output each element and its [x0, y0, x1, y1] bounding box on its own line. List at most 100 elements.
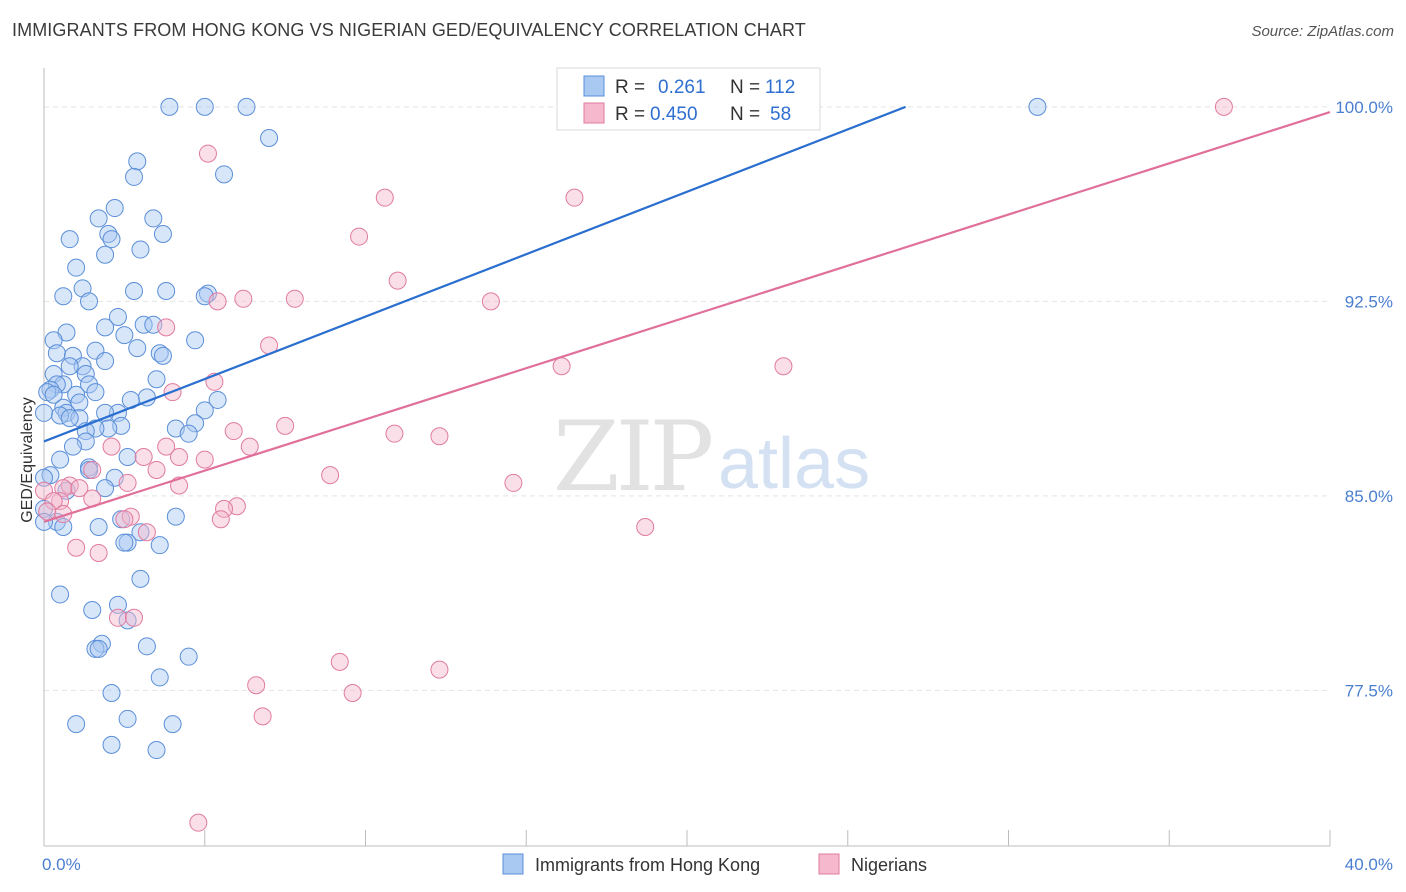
x-tick-label-left: 0.0% — [42, 855, 81, 874]
point-hong-kong — [89, 639, 108, 658]
point-hong-kong — [51, 450, 70, 469]
point-nigerians — [388, 271, 407, 290]
legend-swatch-nigerians — [818, 853, 840, 875]
point-nigerians — [102, 437, 121, 456]
point-nigerians — [565, 188, 584, 207]
point-hong-kong — [35, 468, 53, 487]
point-nigerians — [385, 424, 404, 443]
point-hong-kong — [115, 533, 134, 552]
point-hong-kong — [260, 129, 279, 148]
point-hong-kong — [134, 315, 153, 334]
point-hong-kong — [99, 419, 118, 438]
point-nigerians — [330, 652, 349, 671]
point-nigerians — [137, 523, 156, 542]
point-hong-kong — [237, 97, 256, 116]
point-nigerians — [285, 289, 304, 308]
point-hong-kong — [115, 326, 134, 345]
point-hong-kong — [41, 380, 60, 399]
legend-label-nigerians: Nigerians — [851, 855, 927, 875]
point-hong-kong — [195, 401, 214, 420]
point-nigerians — [134, 448, 153, 466]
point-hong-kong — [51, 585, 70, 604]
point-nigerians — [83, 460, 102, 479]
point-nigerians — [195, 450, 214, 469]
point-hong-kong — [147, 741, 166, 760]
point-nigerians — [321, 466, 340, 485]
legend-label-hong-kong: Immigrants from Hong Kong — [535, 855, 760, 875]
point-nigerians — [253, 707, 272, 726]
stats-r-label-hong-kong: R = — [615, 77, 645, 98]
point-hong-kong — [80, 292, 99, 311]
point-hong-kong — [166, 507, 185, 526]
point-nigerians — [44, 492, 63, 511]
point-hong-kong — [153, 224, 172, 243]
point-hong-kong — [131, 240, 150, 259]
watermark-atlas: atlas — [718, 424, 870, 504]
point-nigerians — [636, 518, 655, 537]
stats-swatch-hong-kong — [583, 75, 605, 97]
point-hong-kong — [150, 344, 169, 363]
point-nigerians — [343, 683, 362, 702]
point-nigerians — [170, 448, 189, 466]
point-nigerians — [430, 660, 449, 679]
stats-r-label-nigerians: R = — [615, 104, 645, 125]
point-hong-kong — [60, 409, 79, 428]
point-hong-kong — [179, 424, 198, 443]
point-nigerians — [224, 422, 243, 441]
chart-title: IMMIGRANTS FROM HONG KONG VS NIGERIAN GE… — [12, 20, 806, 40]
point-nigerians — [481, 292, 500, 311]
point-nigerians — [108, 608, 127, 627]
point-nigerians — [247, 676, 266, 695]
point-hong-kong — [198, 284, 217, 303]
point-hong-kong — [54, 518, 73, 537]
watermark-zip: ZIP — [553, 401, 712, 513]
point-nigerians — [276, 416, 295, 435]
point-nigerians — [375, 188, 394, 207]
point-hong-kong — [157, 282, 176, 301]
point-nigerians — [189, 813, 208, 832]
legend-swatch-hong-kong — [502, 853, 524, 875]
point-hong-kong — [108, 307, 127, 326]
x-ticks — [43, 830, 1331, 846]
point-hong-kong — [150, 668, 169, 687]
y-tick-label: 92.5% — [1345, 292, 1393, 311]
point-hong-kong — [137, 637, 156, 656]
y-axis-title: GED/Equivalency — [19, 397, 36, 522]
point-hong-kong — [163, 715, 182, 734]
point-hong-kong — [215, 165, 234, 184]
point-nigerians — [240, 437, 259, 456]
point-hong-kong — [186, 414, 205, 433]
point-hong-kong — [96, 245, 115, 264]
point-hong-kong — [60, 357, 79, 376]
point-hong-kong — [60, 230, 79, 249]
point-hong-kong — [128, 339, 147, 358]
point-hong-kong — [76, 365, 95, 384]
point-hong-kong — [118, 448, 137, 466]
point-hong-kong — [96, 352, 115, 371]
point-nigerians — [215, 499, 234, 518]
point-nigerians — [350, 227, 369, 246]
point-hong-kong — [150, 536, 169, 555]
trend-lines — [43, 105, 1331, 523]
point-hong-kong — [186, 331, 205, 350]
y-tick-label: 77.5% — [1345, 681, 1393, 700]
point-hong-kong — [67, 715, 86, 734]
series-nigerians-points — [35, 97, 1233, 832]
point-hong-kong — [102, 230, 121, 249]
point-hong-kong — [96, 479, 115, 498]
point-nigerians — [234, 289, 253, 308]
stats-n-label-nigerians: N = — [730, 104, 760, 125]
point-nigerians — [1214, 97, 1233, 116]
point-hong-kong — [179, 647, 198, 666]
point-hong-kong — [63, 437, 82, 456]
point-hong-kong — [153, 346, 172, 365]
stats-r-value-nigerians: 0.450 — [650, 104, 698, 125]
point-hong-kong — [195, 97, 214, 116]
point-hong-kong — [99, 224, 118, 243]
point-hong-kong — [147, 370, 166, 389]
point-hong-kong — [128, 152, 147, 171]
point-nigerians — [89, 543, 108, 562]
point-hong-kong — [102, 683, 121, 702]
point-nigerians — [157, 318, 176, 337]
